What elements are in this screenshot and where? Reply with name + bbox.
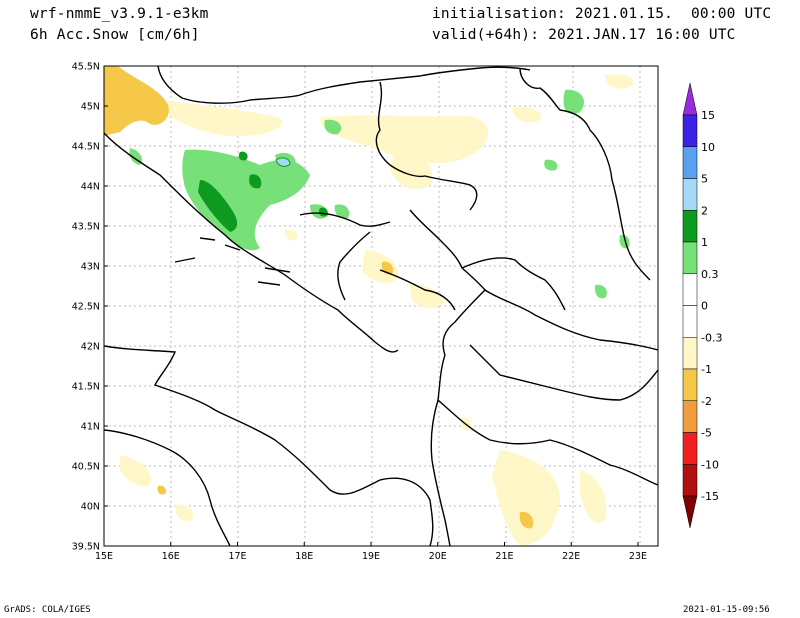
model-title: wrf-nmmE_v3.9.1-e3km	[30, 6, 209, 22]
lon-tick-label: 21E	[495, 551, 513, 562]
colorbar-label: 2	[701, 204, 708, 217]
borders	[104, 66, 658, 546]
colorbar-label: -0.3	[701, 331, 722, 344]
lat-tick-label: 43.5N	[72, 222, 100, 233]
lon-tick-label: 16E	[162, 551, 180, 562]
colorbar-segment	[682, 464, 698, 497]
colorbar-segment	[682, 337, 698, 370]
colorbar-segment	[682, 273, 698, 306]
lat-tick-label: 39.5N	[72, 542, 100, 553]
lat-tick-label: 44N	[81, 182, 100, 193]
islands	[174, 237, 291, 286]
colorbar-label: -15	[701, 490, 719, 503]
colorbar-segment	[682, 146, 698, 179]
snow-heavy-area	[275, 157, 291, 167]
lon-tick-label: 18E	[295, 551, 313, 562]
colorbar-label: -1	[701, 363, 712, 376]
lat-tick-label: 40.5N	[72, 462, 100, 473]
lon-tick-label: 15E	[95, 551, 113, 562]
colorbar-label: 0	[701, 300, 708, 313]
snowmelt-light-areas	[120, 74, 634, 546]
lon-tick-label: 17E	[228, 551, 246, 562]
colorbar-label: -2	[701, 395, 712, 408]
colorbar-segment	[682, 114, 698, 147]
lat-tick-label: 42.5N	[72, 302, 100, 313]
colorbar-segment	[682, 432, 698, 465]
lat-tick-label: 42N	[81, 342, 100, 353]
colorbar-top-arrow	[682, 82, 698, 116]
latitude-axis: 45.5N 45N 44.5N 44N 43.5N 43N 42.5N 42N 41.5N 41N…	[72, 62, 108, 553]
colorbar-label: 5	[701, 173, 708, 186]
colorbar-label: 0.3	[701, 268, 719, 281]
lat-tick-label: 45.5N	[72, 62, 100, 73]
lon-tick-label: 19E	[362, 551, 380, 562]
colorbar-bottom-arrow	[682, 495, 698, 529]
colorbar: 15 10 5 2 1 0.3 0 -0.3 -1 -2 -5 -10 -15	[682, 82, 722, 529]
colorbar-segment	[682, 241, 698, 274]
valid-time: valid(+64h): 2021.JAN.17 16:00 UTC	[432, 27, 736, 43]
lat-tick-label: 41N	[81, 422, 100, 433]
lon-tick-label: 20E	[429, 551, 447, 562]
colorbar-segment	[682, 400, 698, 433]
lat-tick-label: 43N	[81, 262, 100, 273]
longitude-axis: 15E 16E 17E 18E 19E 20E 21E 22E 23E	[95, 542, 647, 562]
colorbar-segment	[682, 178, 698, 211]
colorbar-segment	[682, 368, 698, 401]
lat-tick-label: 40N	[81, 502, 100, 513]
lat-tick-label: 44.5N	[72, 142, 100, 153]
colorbar-segment	[682, 305, 698, 338]
footer-timestamp: 2021-01-15-09:56	[683, 605, 770, 615]
colorbar-label: 10	[701, 141, 715, 154]
lon-tick-label: 23E	[629, 551, 647, 562]
colorbar-label: -10	[701, 458, 719, 471]
footer-credit: GrADS: COLA/IGES	[4, 605, 91, 615]
init-time: initialisation: 2021.01.15. 00:00 UTC	[432, 6, 772, 22]
colorbar-label: 1	[701, 236, 708, 249]
lat-tick-label: 45N	[81, 102, 100, 113]
lon-tick-label: 22E	[562, 551, 580, 562]
colorbar-label: -5	[701, 427, 712, 440]
lat-tick-label: 41.5N	[72, 382, 100, 393]
colorbar-segment	[682, 210, 698, 243]
variable-title: 6h Acc.Snow [cm/6h]	[30, 27, 200, 43]
colorbar-label: 15	[701, 109, 715, 122]
